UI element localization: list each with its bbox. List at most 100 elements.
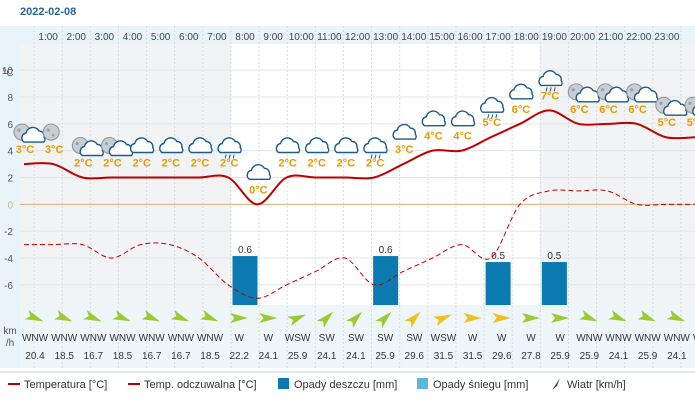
wind-unit-label: /h	[6, 338, 14, 349]
wind-arrow-shape	[316, 311, 334, 328]
y-unit-label: °C	[2, 68, 13, 79]
cloud-icon	[188, 137, 213, 154]
wind-arrow-icon	[637, 309, 656, 322]
rain-drop	[228, 154, 231, 159]
moon-crater	[75, 141, 79, 146]
moon-crater	[688, 101, 692, 105]
wind-direction: W	[234, 333, 244, 344]
wind-speed: 22.2	[229, 351, 249, 362]
wind-arrow-shape	[521, 313, 540, 323]
hour-label: 6:00	[179, 32, 199, 43]
wind-arrow-icon	[463, 313, 482, 323]
wind-speed: 24.1	[259, 351, 279, 362]
cloud-shape	[363, 137, 388, 154]
temp-label: 7°C	[541, 90, 560, 102]
wind-arrow-shape	[579, 309, 598, 322]
rain-drop	[374, 154, 377, 159]
hour-label: 15:00	[429, 32, 454, 43]
temp-label: 2°C	[366, 158, 385, 170]
wind-speed: 16.7	[171, 351, 191, 362]
wind-direction: SW	[377, 333, 394, 344]
wind-direction: SW	[348, 333, 365, 344]
wind-arrow-shape	[492, 313, 511, 323]
wind-speed: 29.6	[405, 351, 425, 362]
rain-drop	[495, 114, 498, 119]
rain-bar	[485, 262, 511, 305]
legend-item: Wiatr [km/h]	[552, 378, 626, 391]
legend-item: Temperatura [°C]	[8, 379, 107, 391]
cloud-shape	[575, 86, 600, 103]
cloud-shape	[538, 70, 563, 87]
cloud-shape	[79, 140, 104, 157]
hour-label: 8:00	[235, 32, 255, 43]
wind-direction: W	[526, 333, 536, 344]
legend-label: Temperatura [°C]	[24, 379, 107, 391]
wind-arrow-icon	[112, 309, 131, 322]
cloud-shape	[188, 137, 213, 154]
cloud-icon	[159, 137, 184, 154]
wind-arrow-icon	[608, 309, 627, 322]
hour-label: 14:00	[401, 32, 426, 43]
moon-shape	[42, 123, 60, 141]
cloud-shape	[509, 83, 534, 100]
wind-direction: WNW	[693, 333, 695, 344]
rain-drop	[370, 154, 373, 159]
wind-arrow-icon	[579, 309, 598, 322]
rain-bar-label: 0.6	[379, 245, 393, 256]
temp-label: 2°C	[103, 158, 122, 170]
cloud-icon	[129, 137, 155, 154]
wind-direction: WSW	[431, 333, 457, 344]
wind-arrow-shape	[375, 311, 392, 328]
rain-drop	[224, 154, 227, 159]
wind-arrow-shape	[346, 311, 363, 328]
wind-arrow-shape	[112, 309, 131, 322]
wind-arrow-shape	[551, 313, 570, 323]
cloud-shape	[421, 110, 447, 127]
hour-label: 7:00	[207, 32, 227, 43]
temp-label: 2°C	[278, 158, 297, 170]
rain-drop	[549, 87, 552, 92]
hour-label: 3:00	[95, 32, 115, 43]
wind-speed: 24.1	[346, 351, 366, 362]
wind-direction: WNW	[635, 333, 662, 344]
rain-bar-label: 0.5	[491, 251, 505, 262]
wind-direction: WNW	[168, 333, 195, 344]
wind-arrow-icon	[53, 309, 73, 322]
wind-speed: 24.1	[609, 351, 629, 362]
cloud-icon	[304, 137, 330, 154]
cloud-shape	[450, 110, 476, 127]
temp-label: 2°C	[132, 158, 151, 170]
wind-arrow-shape	[141, 309, 161, 322]
wind-arrow-shape	[199, 309, 219, 322]
temp-label: 2°C	[308, 158, 327, 170]
moon-crater	[659, 101, 663, 105]
wind-direction: SW	[319, 333, 336, 344]
wind-speed: 25.9	[638, 351, 658, 362]
wind-speed: 31.5	[434, 351, 454, 362]
wind-speed: 16.7	[84, 351, 104, 362]
hour-label: 5:00	[151, 32, 171, 43]
hour-label: 17:00	[486, 32, 511, 43]
wind-direction: W	[264, 333, 274, 344]
cloud-shape	[21, 126, 46, 143]
y-tick-label: -4	[4, 254, 13, 265]
cloud-icon	[421, 110, 447, 127]
wind-speed: 24.1	[667, 351, 687, 362]
rain-drop	[553, 87, 556, 92]
hour-label: 13:00	[373, 32, 398, 43]
temp-label: 4°C	[424, 131, 443, 143]
hour-label: 12:00	[345, 32, 370, 43]
moon-icon	[42, 123, 60, 141]
wind-direction: WNW	[51, 333, 78, 344]
wind-speed: 25.9	[375, 351, 395, 362]
legend-swatch	[417, 378, 428, 389]
cloud-shape	[334, 137, 359, 154]
wind-arrow-icon	[433, 314, 452, 327]
wind-speed: 25.9	[550, 351, 570, 362]
moon-cloud-icon	[596, 83, 630, 103]
wind-arrow-icon	[346, 311, 363, 328]
moon-crater	[46, 128, 50, 132]
legend-label: Temp. odczuwalna [°C]	[144, 379, 257, 391]
moon-crater	[630, 88, 634, 92]
